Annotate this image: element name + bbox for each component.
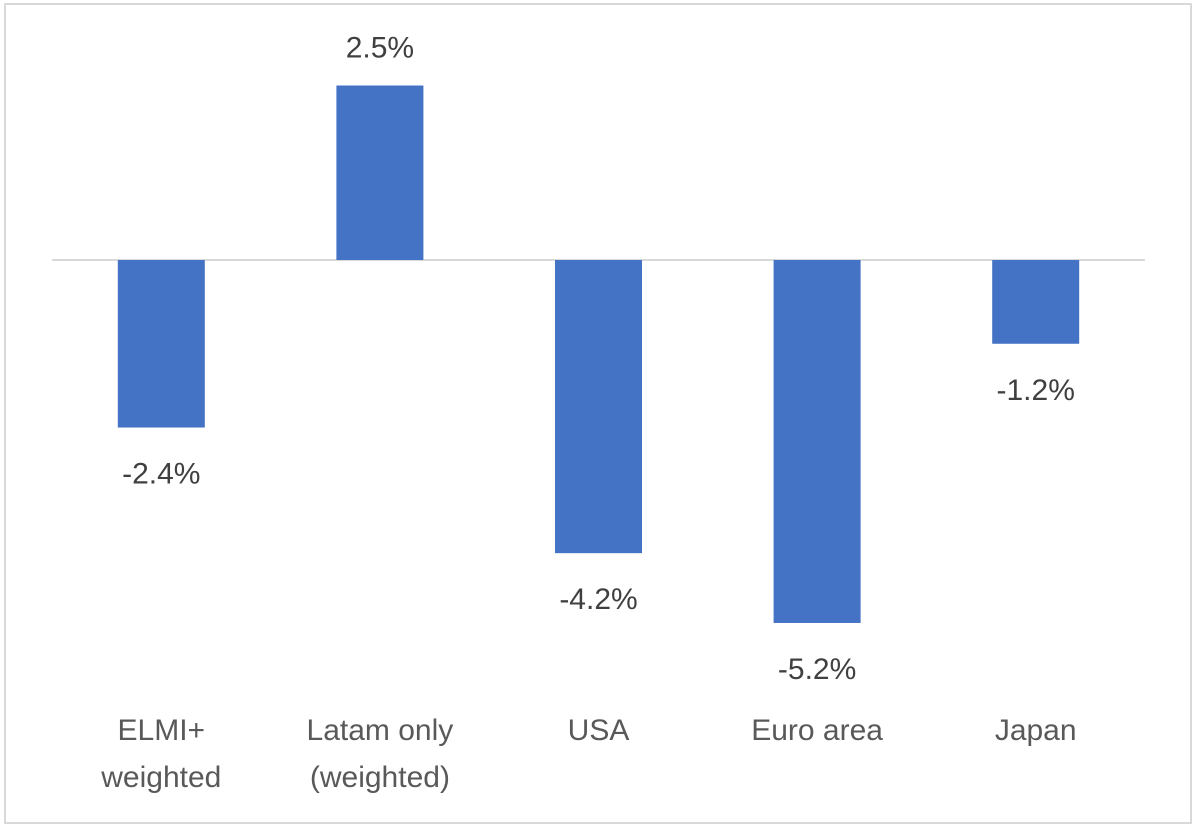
category-label-4: Japan	[995, 714, 1077, 747]
category-label-line: weighted	[100, 761, 221, 794]
bar-4	[992, 260, 1080, 344]
bar-3	[773, 260, 861, 623]
data-label-4: -1.2%	[997, 374, 1075, 407]
category-label-line: USA	[568, 714, 630, 747]
category-label-3: Euro area	[751, 714, 883, 747]
data-label-0: -2.4%	[122, 458, 200, 491]
data-labels-group: -2.4% 2.5% -4.2% -5.2% -1.2%	[122, 32, 1075, 686]
category-label-2: USA	[568, 714, 630, 747]
category-label-line: Euro area	[751, 714, 883, 747]
data-label-1: 2.5%	[346, 32, 414, 65]
bar-2	[555, 260, 642, 554]
bars-group	[117, 85, 1080, 623]
bar-1	[336, 85, 424, 260]
category-label-line: (weighted)	[310, 761, 450, 794]
category-labels-group: ELMI+ weighted Latam only (weighted) USA Euro…	[100, 714, 1076, 794]
category-label-1: Latam only (weighted)	[307, 714, 454, 794]
category-label-0: ELMI+ weighted	[100, 714, 221, 794]
data-label-2: -4.2%	[559, 583, 637, 616]
bar-0	[117, 260, 205, 428]
category-label-line: ELMI+	[118, 714, 206, 747]
data-label-3: -5.2%	[778, 653, 856, 686]
category-label-line: Latam only	[307, 714, 454, 747]
category-label-line: Japan	[995, 714, 1077, 747]
